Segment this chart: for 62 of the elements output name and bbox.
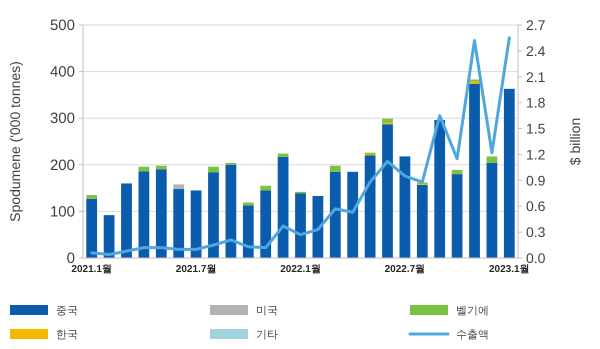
bar xyxy=(452,170,462,174)
legend-label: 중국 xyxy=(56,305,78,317)
x-tick-label: 2022.7월 xyxy=(384,264,426,275)
bar xyxy=(104,215,114,258)
y2-tick-label: 1.5 xyxy=(526,120,546,137)
y2-tick-label: 0.6 xyxy=(526,198,546,214)
bar xyxy=(208,166,219,172)
bar xyxy=(278,154,288,157)
bar xyxy=(156,166,167,170)
bar xyxy=(278,156,288,258)
y-tick-label: 200 xyxy=(50,156,75,174)
bar xyxy=(400,156,410,258)
y-axis-title: Spodumene ('000 tonnes) xyxy=(7,61,23,222)
bar xyxy=(434,120,446,258)
y2-tick-label: 2.7 xyxy=(526,17,546,33)
legend-label: 기타 xyxy=(256,329,278,341)
bar xyxy=(242,205,254,258)
x-tick-label: 2021.1월 xyxy=(71,264,112,275)
y2-axis-title: $ billion xyxy=(567,118,583,166)
bar xyxy=(242,202,254,206)
y-tick-label: 100 xyxy=(50,203,75,220)
y-tick-label: 300 xyxy=(50,110,75,128)
bar xyxy=(469,84,480,258)
y2-tick-label: 2.1 xyxy=(526,68,546,85)
bar xyxy=(330,166,341,172)
bar xyxy=(382,124,393,258)
bar xyxy=(190,190,202,258)
y-tick-label: 400 xyxy=(50,64,75,81)
bar xyxy=(260,190,272,258)
bar xyxy=(138,166,150,172)
bar xyxy=(486,162,498,258)
bar xyxy=(347,172,358,258)
bar xyxy=(156,169,167,258)
legend-label: 수출액 xyxy=(456,329,489,341)
bar xyxy=(330,172,341,258)
bar xyxy=(121,183,132,258)
legend-label: 미국 xyxy=(256,305,278,317)
bar xyxy=(138,171,150,258)
legend-label: 한국 xyxy=(56,329,78,341)
bar xyxy=(260,186,272,190)
bar xyxy=(312,196,324,258)
x-tick-label: 2022.1월 xyxy=(280,264,321,275)
y2-tick-label: 0.3 xyxy=(526,224,546,240)
bar xyxy=(504,88,515,258)
bar xyxy=(382,118,393,123)
x-tick-label: 2021.7월 xyxy=(176,264,216,275)
bar xyxy=(295,193,306,258)
x-tick-label: 2023.1월 xyxy=(489,264,530,275)
y-tick-label: 500 xyxy=(50,17,75,34)
bar xyxy=(486,156,498,163)
bar xyxy=(364,155,376,258)
bar xyxy=(86,198,98,258)
y2-tick-label: 0.9 xyxy=(526,172,546,188)
bar xyxy=(416,184,428,258)
legend-label: 벨기에 xyxy=(456,305,489,317)
y2-tick-label: 1.8 xyxy=(526,94,546,111)
bar xyxy=(86,195,98,199)
bar xyxy=(226,164,236,258)
y2-tick-label: 2.4 xyxy=(526,42,546,59)
bar xyxy=(452,174,462,258)
bar xyxy=(208,172,219,258)
y2-tick-label: 1.2 xyxy=(526,146,546,162)
